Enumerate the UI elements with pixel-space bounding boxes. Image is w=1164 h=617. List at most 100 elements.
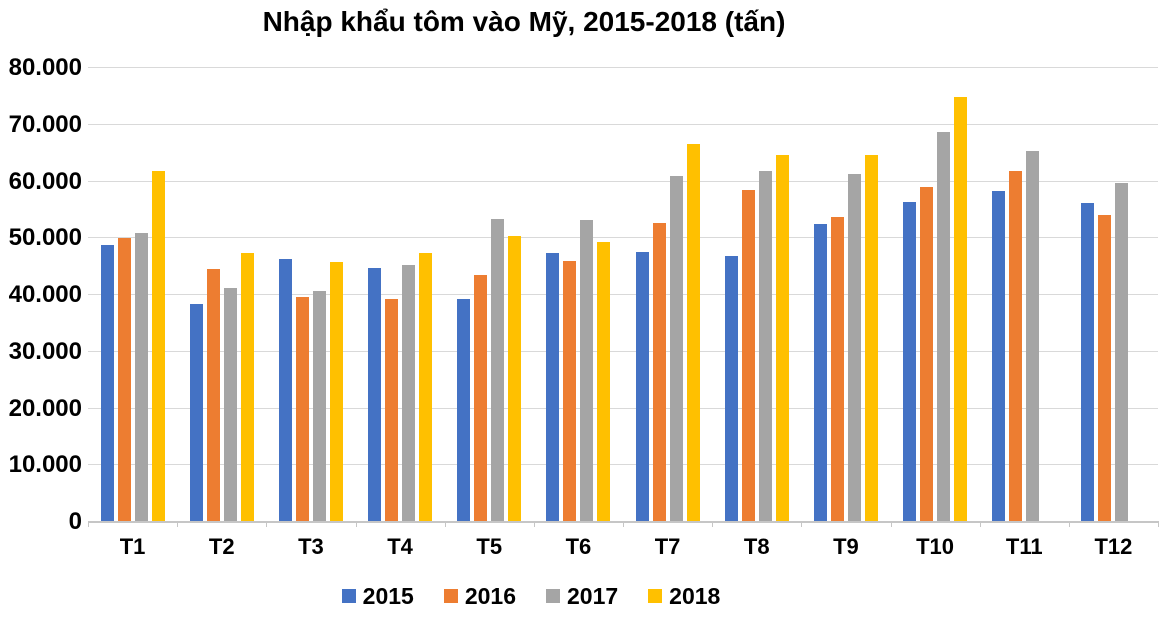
bar-2015-T4 — [368, 267, 382, 521]
bar-2017-T9 — [847, 174, 861, 521]
y-gridline — [88, 180, 1158, 182]
y-axis-label: 40.000 — [8, 281, 82, 308]
x-axis-tick — [979, 521, 981, 527]
bar-2015-T6 — [546, 252, 560, 521]
legend-swatch-2017 — [546, 589, 560, 603]
bar-2018-T1 — [151, 171, 165, 521]
x-axis-label-T7: T7 — [654, 534, 681, 559]
y-gridline — [88, 67, 1158, 68]
x-axis-tick — [88, 521, 89, 527]
x-axis-tick — [801, 521, 803, 527]
bar-2016-T1 — [117, 238, 131, 521]
y-axis-label: 50.000 — [8, 224, 82, 252]
x-axis-label-T11: T11 — [1005, 534, 1043, 559]
bar-2015-T3 — [278, 259, 292, 521]
bar-2018-T7 — [686, 143, 700, 521]
x-axis-tick — [623, 521, 624, 527]
y-axis-label: 70.000 — [8, 110, 82, 138]
bar-2018-T9 — [864, 155, 878, 521]
bar-2015-T11 — [992, 191, 1006, 521]
bar-2018-T4 — [419, 253, 433, 521]
bar-2016-T5 — [474, 275, 488, 521]
bar-2018-T2 — [240, 253, 254, 521]
y-gridline — [88, 294, 1158, 295]
bar-2016-T12 — [1098, 214, 1112, 521]
chart-title: Nhập khẩu tôm vào Mỹ, 2015-2018 (tấn) — [262, 6, 786, 37]
bar-2016-T7 — [652, 223, 666, 521]
bar-2017-T1 — [134, 232, 148, 521]
bar-2017-T8 — [758, 171, 772, 521]
y-gridline — [88, 407, 1158, 409]
y-axis-label: 80.000 — [8, 54, 82, 81]
y-gridline — [88, 464, 1158, 466]
x-axis-label-T9: T9 — [833, 534, 859, 559]
legend-label-2017: 2017 — [567, 582, 619, 609]
bar-2016-T10 — [920, 187, 934, 521]
bar-2018-T6 — [597, 242, 611, 521]
legend-item-2016: 2016 — [443, 582, 516, 609]
x-axis-label-T10: T10 — [916, 534, 955, 559]
legend-swatch-2018 — [648, 589, 663, 603]
y-axis-label: 30.000 — [8, 337, 82, 365]
legend-item-2018: 2018 — [648, 582, 721, 609]
bar-2017-T2 — [223, 287, 237, 521]
bar-2016-T8 — [741, 189, 755, 521]
bar-2017-T11 — [1026, 151, 1040, 521]
y-axis-label: 10.000 — [8, 451, 82, 479]
x-axis-label-T1: T1 — [119, 534, 146, 559]
bar-2015-T2 — [189, 304, 203, 521]
bar-2016-T9 — [830, 216, 844, 521]
x-axis-tick — [1068, 521, 1070, 527]
bar-2015-T5 — [457, 298, 471, 521]
bar-2015-T10 — [903, 202, 917, 521]
x-axis-tick — [355, 521, 357, 527]
legend-label-2018: 2018 — [669, 582, 721, 609]
x-axis-label-T2: T2 — [208, 534, 235, 559]
bar-2016-T4 — [385, 298, 399, 521]
bar-2017-T6 — [580, 219, 594, 521]
legend-swatch-2016 — [443, 589, 458, 603]
bar-2016-T11 — [1009, 171, 1023, 521]
y-gridline — [88, 237, 1158, 239]
x-axis-label-T12: T12 — [1094, 534, 1133, 559]
bar-2017-T12 — [1115, 182, 1129, 521]
bar-2016-T2 — [206, 268, 220, 521]
x-axis-tick — [712, 521, 714, 527]
x-axis-tick — [177, 521, 179, 527]
x-axis-tick — [266, 521, 268, 527]
x-axis-tick — [533, 521, 535, 527]
bar-2015-T8 — [724, 256, 738, 521]
y-axis-label: 20.000 — [8, 394, 82, 422]
legend-item-2017: 2017 — [546, 582, 619, 609]
x-axis-tick — [1158, 521, 1159, 527]
bar-2017-T7 — [669, 176, 683, 521]
bar-2015-T1 — [100, 244, 114, 521]
y-axis-label: 0 — [68, 508, 82, 535]
bar-2018-T10 — [954, 97, 968, 521]
legend-label-2015: 2015 — [362, 582, 414, 609]
bar-2017-T3 — [312, 291, 326, 521]
x-axis-tick — [444, 521, 446, 527]
x-axis-label-T6: T6 — [565, 534, 592, 559]
bar-2018-T3 — [329, 262, 343, 521]
y-gridline — [88, 350, 1158, 352]
x-axis-label-T5: T5 — [476, 534, 503, 559]
y-gridline — [88, 123, 1158, 125]
bar-2017-T5 — [491, 219, 505, 521]
legend-label-2016: 2016 — [464, 582, 516, 609]
bar-2015-T12 — [1081, 203, 1095, 521]
bar-2017-T10 — [937, 132, 951, 521]
bar-2015-T7 — [635, 252, 649, 521]
legend-item-2015: 2015 — [341, 582, 414, 609]
x-axis-label-T3: T3 — [298, 534, 324, 559]
bar-2015-T9 — [813, 223, 827, 521]
x-axis-tick — [890, 521, 892, 527]
bar-2017-T4 — [402, 264, 416, 521]
bar-2018-T8 — [775, 155, 789, 521]
y-axis-label: 60.000 — [8, 167, 82, 195]
bar-2016-T6 — [563, 261, 577, 521]
legend-swatch-2015 — [341, 589, 356, 603]
chart-legend: 2015 2016 2017 2018 — [0, 583, 1062, 609]
x-axis-label-T8: T8 — [743, 534, 770, 559]
